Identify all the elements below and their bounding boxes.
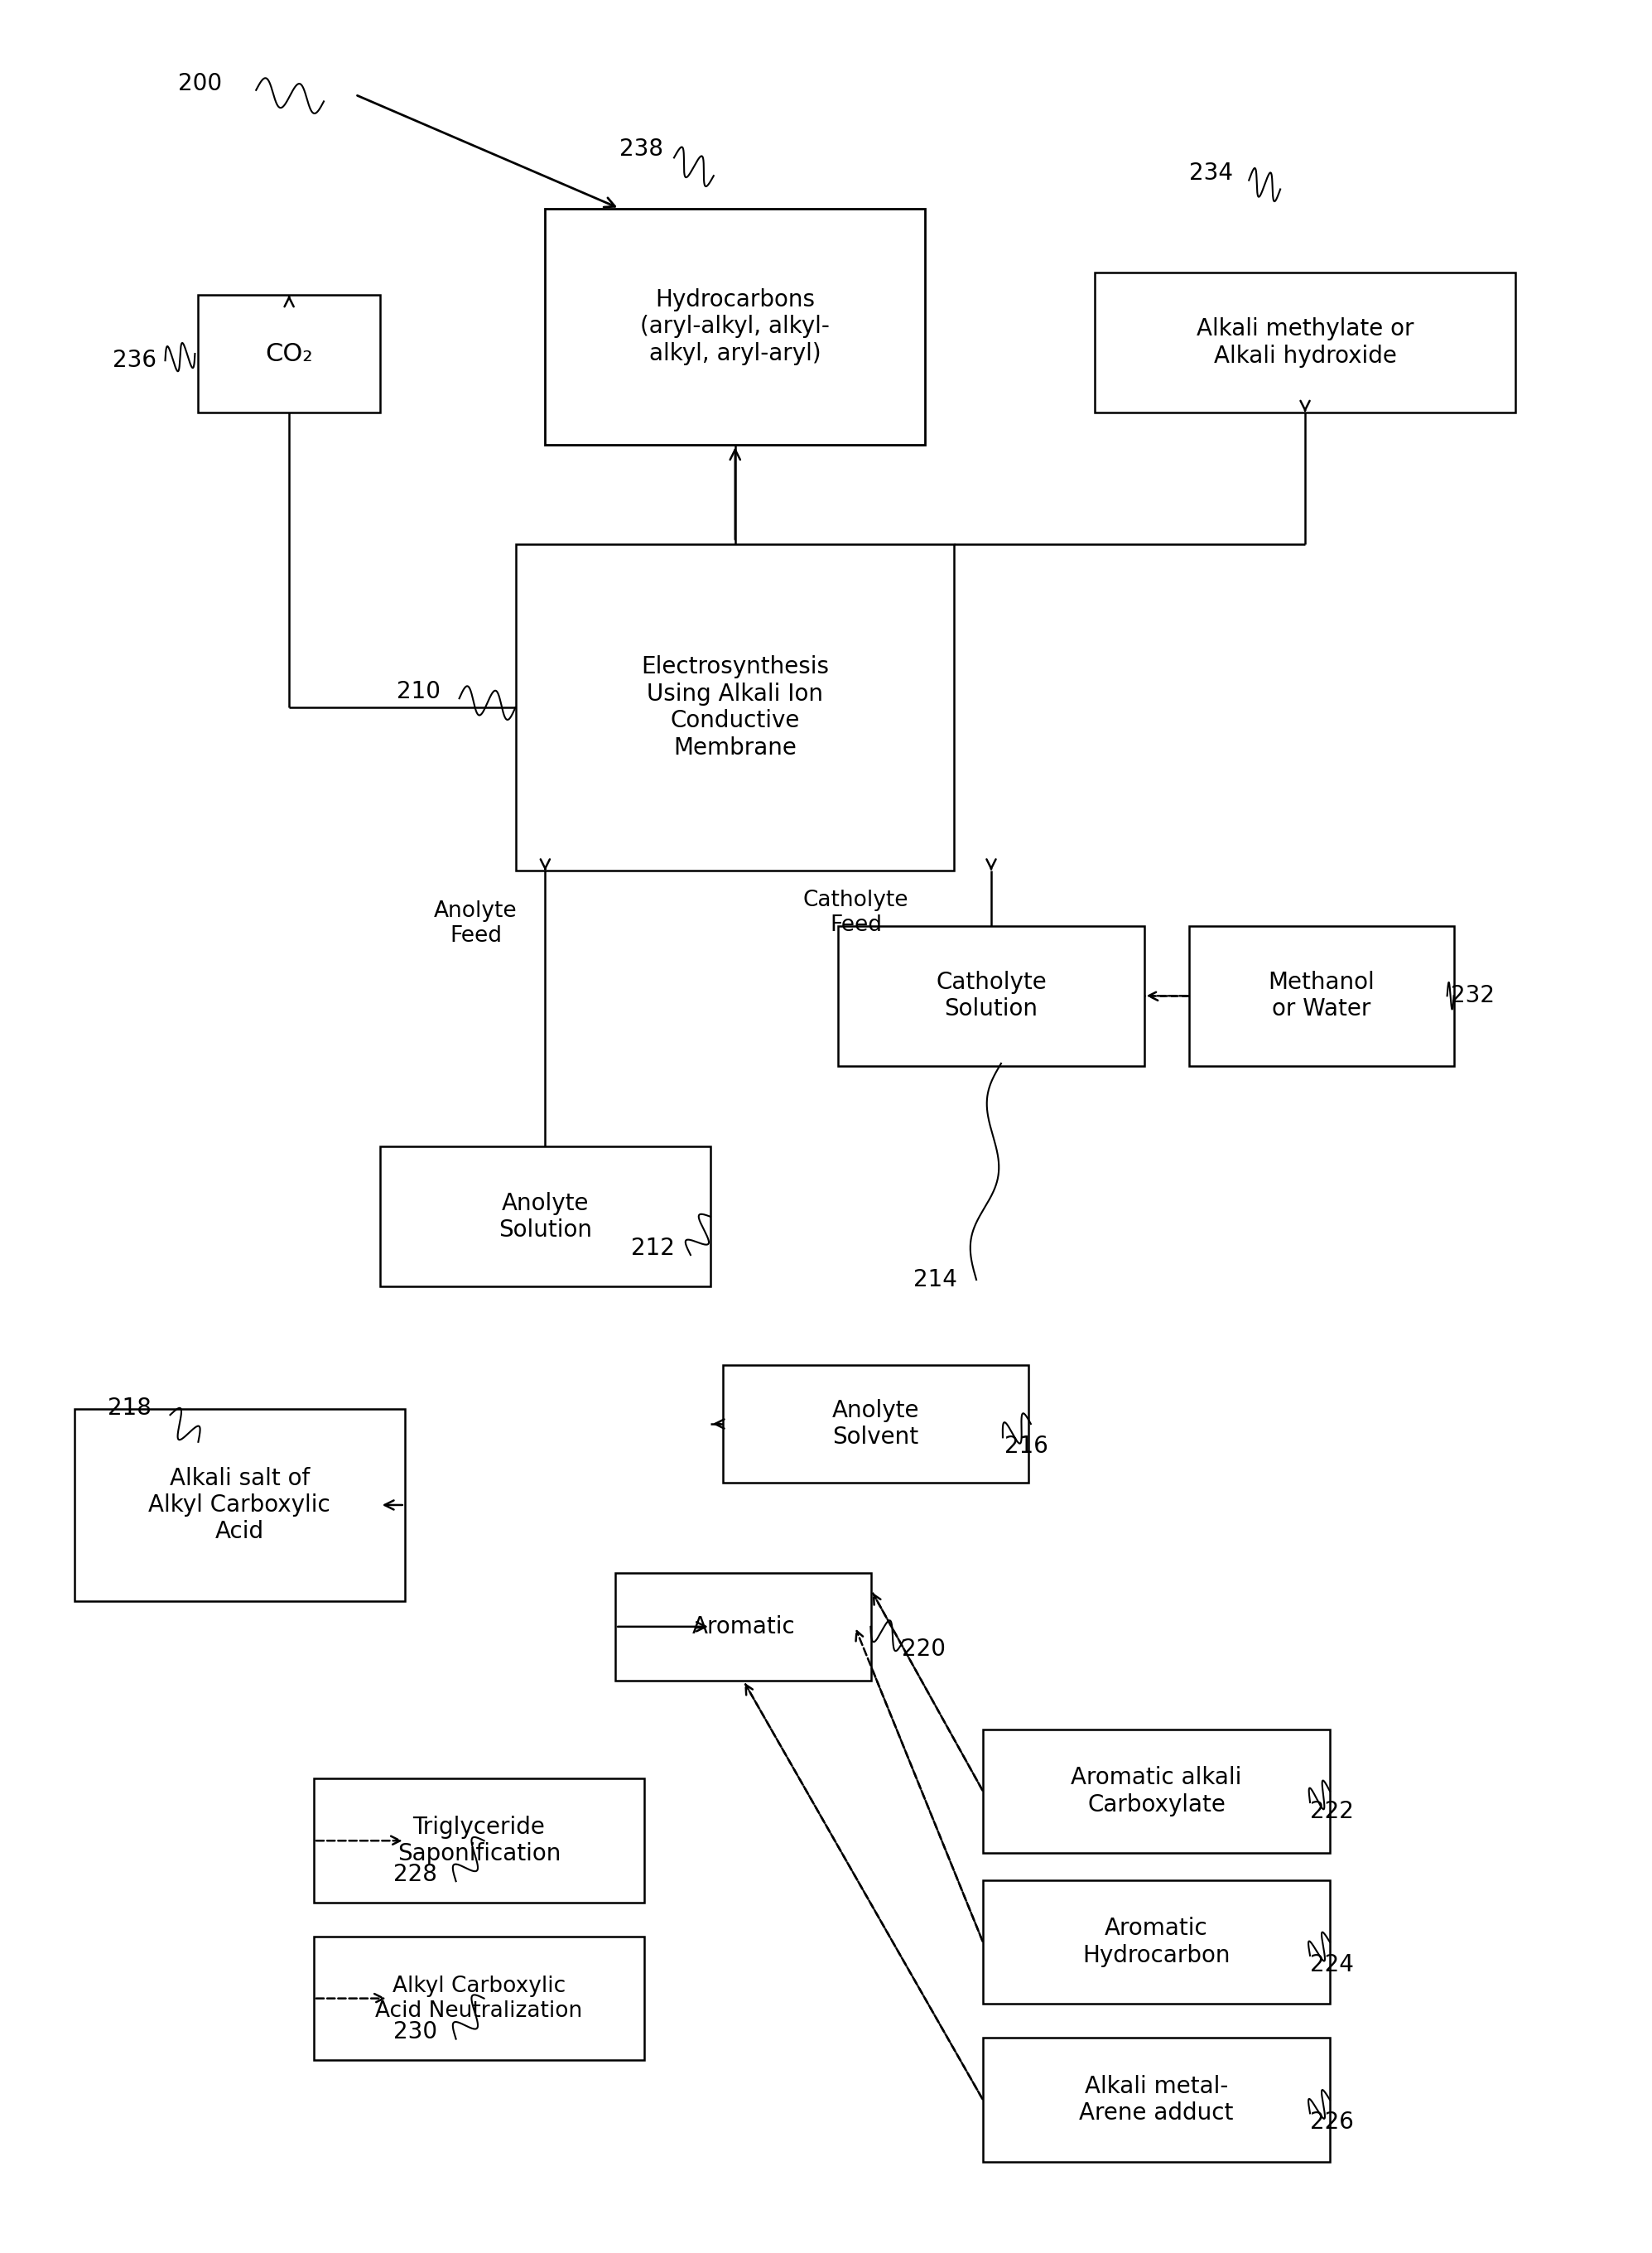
FancyBboxPatch shape [983, 1730, 1330, 1852]
Text: 234: 234 [1189, 162, 1234, 185]
Text: Anolyte
Feed: Anolyte Feed [434, 901, 517, 946]
FancyBboxPatch shape [983, 1879, 1330, 2005]
Text: 228: 228 [393, 1863, 438, 1886]
Text: CO₂: CO₂ [266, 342, 312, 365]
Text: 214: 214 [914, 1268, 958, 1291]
Text: 220: 220 [902, 1638, 947, 1660]
Text: Alkali salt of
Alkyl Carboxylic
Acid: Alkali salt of Alkyl Carboxylic Acid [149, 1467, 330, 1543]
Text: Alkali methylate or
Alkali hydroxide: Alkali methylate or Alkali hydroxide [1196, 318, 1414, 367]
Text: 222: 222 [1310, 1800, 1355, 1823]
Text: Triglyceride
Saponification: Triglyceride Saponification [398, 1816, 560, 1865]
Text: Aromatic
Hydrocarbon: Aromatic Hydrocarbon [1082, 1917, 1231, 1967]
Text: Methanol
or Water: Methanol or Water [1269, 971, 1374, 1021]
Text: 226: 226 [1310, 2111, 1355, 2134]
Text: 210: 210 [396, 680, 441, 703]
Text: Catholyte
Solution: Catholyte Solution [935, 971, 1047, 1021]
FancyBboxPatch shape [314, 1780, 644, 1902]
Text: 216: 216 [1004, 1435, 1049, 1458]
Text: Alkali metal-
Arene adduct: Alkali metal- Arene adduct [1079, 2075, 1234, 2125]
Text: Aromatic: Aromatic [692, 1615, 795, 1638]
Text: Catholyte
Feed: Catholyte Feed [803, 890, 909, 935]
Text: 230: 230 [393, 2021, 438, 2043]
Text: Hydrocarbons
(aryl-alkyl, alkyl-
alkyl, aryl-aryl): Hydrocarbons (aryl-alkyl, alkyl- alkyl, … [641, 288, 829, 365]
FancyBboxPatch shape [838, 926, 1143, 1066]
Text: 218: 218 [107, 1397, 152, 1419]
Text: Electrosynthesis
Using Alkali Ion
Conductive
Membrane: Electrosynthesis Using Alkali Ion Conduc… [641, 656, 829, 759]
FancyBboxPatch shape [983, 2037, 1330, 2163]
FancyBboxPatch shape [615, 1573, 872, 1681]
Text: Alkyl Carboxylic
Acid Neutralization: Alkyl Carboxylic Acid Neutralization [375, 1976, 583, 2021]
Text: 224: 224 [1310, 1953, 1355, 1976]
FancyBboxPatch shape [1095, 273, 1517, 412]
FancyBboxPatch shape [74, 1410, 405, 1600]
Text: Anolyte
Solvent: Anolyte Solvent [833, 1399, 919, 1449]
FancyBboxPatch shape [314, 1935, 644, 2059]
FancyBboxPatch shape [198, 295, 380, 412]
Text: 232: 232 [1450, 985, 1495, 1007]
Text: 212: 212 [631, 1237, 676, 1259]
Text: Anolyte
Solution: Anolyte Solution [499, 1192, 591, 1241]
FancyBboxPatch shape [545, 210, 925, 444]
FancyBboxPatch shape [380, 1147, 710, 1286]
Text: 238: 238 [620, 137, 664, 160]
FancyBboxPatch shape [724, 1365, 1028, 1482]
Text: 200: 200 [178, 72, 223, 95]
Text: Aromatic alkali
Carboxylate: Aromatic alkali Carboxylate [1070, 1766, 1242, 1816]
FancyBboxPatch shape [515, 543, 955, 870]
Text: 236: 236 [112, 349, 157, 372]
FancyBboxPatch shape [1189, 926, 1454, 1066]
